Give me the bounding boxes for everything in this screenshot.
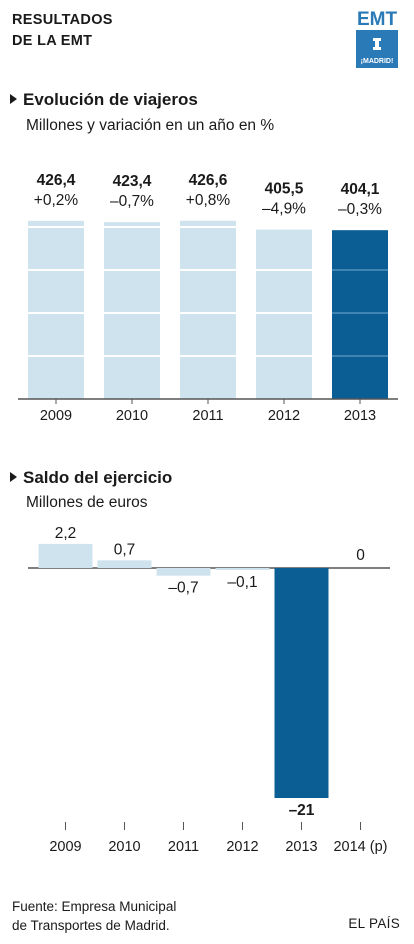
value-label-2013: –21 — [289, 802, 315, 819]
change-label-2009: +0,2% — [34, 192, 79, 209]
bullet-icon — [10, 94, 17, 104]
bar-2013 — [332, 230, 388, 399]
madrid-crest-icon — [373, 38, 381, 50]
bar-2010 — [104, 222, 160, 399]
change-label-2012: –4,9% — [262, 201, 306, 218]
x-tick-label-2013: 2013 — [285, 839, 317, 855]
bar-2009 — [38, 543, 93, 568]
source-line-2: de Transportes de Madrid. — [12, 918, 170, 933]
value-label-2012: –0,1 — [227, 574, 257, 591]
logo-text: EMT — [357, 9, 398, 30]
x-tick-label-2009: 2009 — [49, 839, 81, 855]
x-tick-label-2011: 2011 — [168, 839, 199, 855]
source-line-1: Fuente: Empresa Municipal — [12, 899, 177, 914]
value-label-2009: 2,2 — [55, 525, 77, 542]
x-tick-label-2012: 2012 — [268, 408, 300, 424]
bar-2013 — [274, 568, 329, 798]
bar-2011 — [156, 568, 211, 576]
title-line-2: DE LA EMT — [12, 33, 93, 49]
chart1-subtitle: Millones y variación en un año en % — [26, 117, 275, 134]
source-note: Fuente: Empresa Municipal de Transportes… — [12, 897, 176, 935]
brand-label: EL PAÍS — [348, 916, 400, 931]
section-title-saldo: Saldo del ejercicio — [10, 468, 172, 488]
logo-sub: ¡MADRID! — [361, 58, 394, 65]
x-tick-label-2012: 2012 — [226, 839, 258, 855]
title-line-1: RESULTADOS — [12, 12, 113, 28]
value-label-2011: –0,7 — [168, 580, 198, 597]
value-label-2011: 426,6 — [189, 172, 228, 189]
emt-logo-graphic: EMT ¡MADRID! — [356, 9, 398, 68]
change-label-2011: +0,8% — [186, 192, 231, 209]
bar-2009 — [28, 220, 84, 399]
value-label-2009: 426,4 — [37, 172, 76, 189]
section-title-viajeros: Evolución de viajeros — [10, 90, 198, 110]
chart2-title: Saldo del ejercicio — [23, 468, 173, 487]
value-label-2013: 404,1 — [341, 181, 380, 198]
x-tick-label-2010: 2010 — [108, 839, 140, 855]
emt-logo: EMT ¡MADRID! — [352, 8, 402, 70]
value-label-2014 (p): 0 — [356, 547, 365, 564]
viajeros-chart: 426,4 +0,2% 2009 423,4 –0,7% 2010 426,6 +0,8% 20… — [18, 172, 398, 424]
bar-2012 — [256, 229, 312, 399]
chart2-subtitle: Millones de euros — [26, 494, 148, 511]
saldo-chart: 2,2 2009 0,7 2010 –0,7 2011 –0,1 2012 –21 2013 0 20… — [28, 525, 390, 855]
bullet-icon — [10, 472, 17, 482]
value-label-2010: 0,7 — [114, 541, 136, 558]
x-tick-label-2011: 2011 — [192, 408, 223, 424]
x-tick-label-2009: 2009 — [40, 408, 72, 424]
bar-2012 — [215, 568, 270, 570]
change-label-2010: –0,7% — [110, 193, 154, 210]
page-title: RESULTADOS DE LA EMT — [12, 10, 113, 52]
chart1-title: Evolución de viajeros — [23, 90, 198, 109]
x-tick-label-2010: 2010 — [116, 408, 148, 424]
change-label-2013: –0,3% — [338, 201, 382, 218]
x-tick-label-2013: 2013 — [344, 408, 376, 424]
bar-2011 — [180, 220, 236, 399]
value-label-2012: 405,5 — [265, 181, 304, 198]
x-tick-label-2014 (p): 2014 (p) — [333, 839, 387, 855]
bar-2010 — [97, 560, 152, 568]
value-label-2010: 423,4 — [113, 173, 152, 190]
